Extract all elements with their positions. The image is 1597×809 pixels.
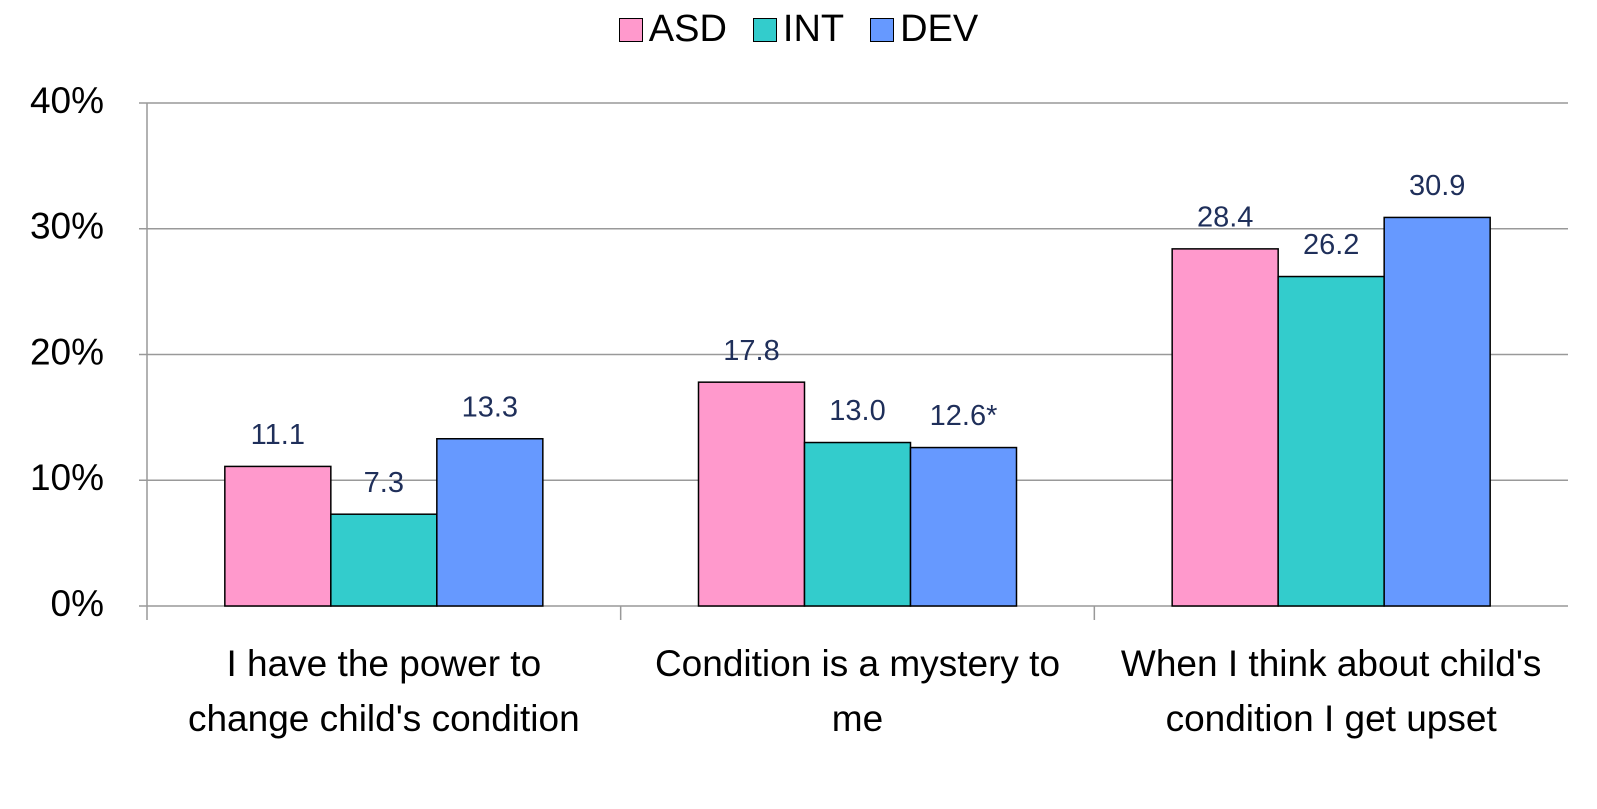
bar [330, 513, 438, 607]
x-tick-label: When I think about child's condition I g… [1120, 643, 1542, 739]
x-tick-label: Condition is a mystery to me [654, 643, 1061, 739]
data-label: 26.2 [1303, 229, 1359, 261]
legend-label: DEV [900, 8, 979, 50]
y-tick-label: 30% [30, 206, 104, 247]
legend-swatch [752, 17, 777, 42]
legend-item: ASD [618, 8, 727, 51]
legend-label: ASD [648, 8, 727, 50]
x-tick-label: I have the power to change child's condi… [187, 643, 580, 739]
bar [1383, 216, 1491, 607]
y-tick-label: 40% [30, 80, 104, 121]
y-tick-label: 20% [30, 331, 104, 372]
legend-swatch [618, 17, 643, 42]
y-tick-label: 0% [51, 583, 104, 624]
bar [1171, 248, 1279, 607]
legend-item: INT [752, 8, 845, 51]
data-label: 7.3 [364, 467, 404, 499]
data-label: 13.3 [462, 391, 518, 423]
legend-item: DEV [870, 8, 978, 51]
bar [909, 446, 1018, 607]
bar [436, 438, 544, 607]
data-label: 11.1 [251, 419, 305, 451]
data-label: 28.4 [1197, 202, 1253, 234]
bar [1277, 275, 1385, 607]
bar [803, 441, 912, 607]
legend: ASD INT DEV [0, 8, 1597, 51]
data-label: 30.9 [1409, 170, 1465, 202]
data-label: 13.0 [829, 395, 885, 427]
data-label: 12.6* [930, 400, 998, 432]
legend-label: INT [782, 8, 845, 50]
data-label: 17.8 [723, 335, 779, 367]
bar [697, 381, 806, 607]
bar [224, 465, 332, 607]
legend-swatch [870, 17, 895, 42]
y-tick-label: 10% [30, 457, 104, 498]
